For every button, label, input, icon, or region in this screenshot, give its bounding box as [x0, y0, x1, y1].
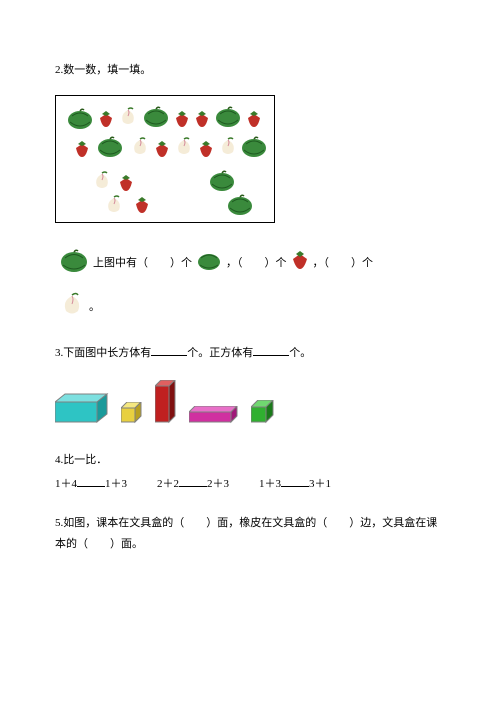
blocks-diagram — [55, 382, 445, 432]
q4-blank[interactable] — [179, 475, 207, 487]
strawberry-icon — [98, 110, 114, 136]
q3-blank-2[interactable] — [253, 344, 289, 356]
q2-text: ，（ — [313, 253, 330, 274]
q2-answer-line-2: 。 — [55, 291, 445, 325]
q4-expr-3: 1＋3 3＋1 — [259, 474, 331, 495]
watermelon-icon — [196, 249, 222, 279]
q3-text: 3.下面图中长方体有 个。正方体有 个。 — [55, 343, 445, 364]
expr: 3＋1 — [309, 478, 331, 490]
strawberry-icon — [134, 196, 150, 222]
peach-icon — [118, 106, 138, 134]
q2-text: ）个 — [265, 253, 287, 274]
expr: 1＋3 — [105, 478, 127, 490]
q4-expr-1: 1＋4 1＋3 — [55, 474, 127, 495]
q2-text: 上图中有（ — [93, 253, 148, 274]
cuboid-flat-icon — [189, 406, 239, 432]
question-5: 5.如图，课本在文具盒的（ ）面，橡皮在文具盒的（ ）边，文具盒在课本的（ ）面… — [55, 513, 445, 555]
peach-icon — [174, 136, 194, 164]
strawberry-icon — [154, 140, 170, 166]
q3-seg: 个。 — [289, 347, 311, 359]
watermelon-icon — [142, 104, 170, 136]
watermelon-icon — [96, 134, 124, 166]
expr: 2＋2 — [157, 478, 179, 490]
question-4: 4.比一比． 1＋4 1＋3 2＋2 2＋3 1＋3 3＋1 — [55, 450, 445, 496]
strawberry-icon — [194, 110, 210, 136]
q4-blank[interactable] — [77, 475, 105, 487]
fruit-counting-box — [55, 95, 275, 223]
q2-text: ）个 — [351, 253, 373, 274]
strawberry-icon — [291, 250, 309, 278]
question-2: 2.数一数，填一填。 上图中有（ ）个 ，（ ）个 — [55, 60, 445, 325]
peach-icon — [59, 291, 85, 325]
q2-answer-line-1: 上图中有（ ）个 ，（ ）个 ，（ ）个 — [55, 247, 445, 281]
watermelon-icon — [59, 247, 89, 281]
strawberry-icon — [246, 110, 262, 136]
expr: 2＋3 — [207, 478, 229, 490]
q4-expr-2: 2＋2 2＋3 — [157, 474, 229, 495]
q4-blank[interactable] — [281, 475, 309, 487]
q2-text: ，（ — [226, 253, 243, 274]
peach-icon — [218, 136, 238, 164]
q2-text: 。 — [89, 297, 100, 318]
q2-blank[interactable] — [329, 253, 351, 274]
strawberry-icon — [174, 110, 190, 136]
watermelon-icon — [214, 104, 242, 136]
watermelon-icon — [226, 192, 254, 224]
q3-seg: 3.下面图中长方体有 — [55, 347, 151, 359]
strawberry-icon — [74, 140, 90, 166]
q2-blank[interactable] — [148, 253, 170, 274]
watermelon-icon — [66, 106, 94, 138]
cube-icon — [121, 402, 143, 432]
expr: 1＋3 — [259, 478, 281, 490]
cuboid-icon — [55, 392, 109, 432]
watermelon-icon — [240, 134, 268, 166]
q4-title: 4.比一比． — [55, 450, 445, 471]
peach-icon — [130, 136, 150, 164]
q3-blank-1[interactable] — [151, 344, 187, 356]
peach-icon — [104, 194, 124, 222]
cube-icon — [251, 400, 275, 432]
expr: 1＋4 — [55, 478, 77, 490]
q4-expressions: 1＋4 1＋3 2＋2 2＋3 1＋3 3＋1 — [55, 474, 445, 495]
cuboid-tall-icon — [155, 380, 177, 432]
q2-text: ）个 — [170, 253, 192, 274]
q3-seg: 个。正方体有 — [187, 347, 253, 359]
q2-blank[interactable] — [243, 253, 265, 274]
q5-text: 5.如图，课本在文具盒的（ ）面，橡皮在文具盒的（ ）边，文具盒在课本的（ ）面… — [55, 513, 445, 555]
question-3: 3.下面图中长方体有 个。正方体有 个。 — [55, 343, 445, 432]
strawberry-icon — [198, 140, 214, 166]
q2-title: 2.数一数，填一填。 — [55, 60, 445, 81]
